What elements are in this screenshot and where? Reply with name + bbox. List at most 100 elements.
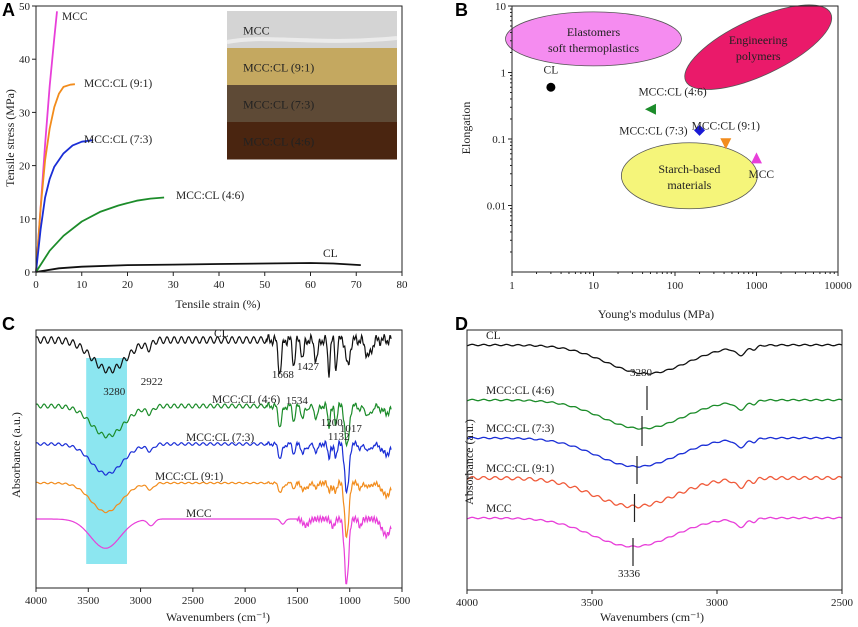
- region-label: Starch-based: [658, 162, 720, 176]
- panel-label-d: D: [455, 314, 468, 334]
- spectrum-0: [35, 332, 392, 378]
- x-tick-label: 20: [122, 279, 134, 291]
- x-axis-label: Young's modulus (MPa): [598, 307, 714, 321]
- curve-3: [35, 196, 165, 273]
- point-label: MCC:CL (9:1): [692, 121, 760, 133]
- x-tick-label: 3500: [581, 597, 604, 609]
- inset-label: MCC:CL (4:6): [243, 135, 314, 149]
- spectrum-0: [466, 343, 843, 375]
- y-tick-label: 0: [25, 267, 31, 279]
- x-tick-label: 30: [168, 279, 180, 291]
- x-tick-label: 4000: [456, 597, 479, 609]
- peak-label: 2922: [141, 376, 163, 388]
- series-label: MCC:CL (7:3): [186, 432, 254, 444]
- series-label: MCC: [62, 11, 88, 23]
- series-label: MCC:CL (4:6): [486, 385, 554, 397]
- inset-label: MCC:CL (9:1): [243, 61, 314, 75]
- series-label: CL: [214, 328, 229, 340]
- inset-band: [227, 85, 397, 123]
- peak-label: 3280: [103, 386, 126, 398]
- spectrum-3: [466, 475, 843, 509]
- x-axis-label: Tensile strain (%): [175, 297, 260, 311]
- marker-point: [720, 138, 732, 150]
- panel-label-c: C: [2, 314, 15, 334]
- x-tick-label: 1000: [339, 595, 362, 607]
- x-tick-label: 3000: [706, 597, 729, 609]
- peak-label: 1200: [321, 417, 344, 429]
- x-axis-label: Wavenumbers (cm⁻¹): [600, 610, 704, 624]
- y-tick-label: 20: [19, 161, 31, 173]
- x-tick-label: 2500: [831, 597, 854, 609]
- point-label: CL: [544, 64, 559, 76]
- curve-1: [35, 83, 75, 273]
- region-label: polymers: [736, 49, 781, 63]
- series-label: MCC: [186, 508, 212, 520]
- peak-label: 1534: [286, 395, 309, 407]
- spectrum-1: [35, 400, 392, 448]
- x-tick-label: 2000: [234, 595, 257, 607]
- region-ellipse-2: [620, 142, 758, 210]
- inset-label: MCC:CL (7:3): [243, 98, 314, 112]
- x-tick-label: 500: [394, 595, 411, 607]
- spectrum-1: [466, 398, 843, 430]
- y-tick-label: 0.1: [492, 134, 506, 146]
- region-label: soft thermoplastics: [548, 41, 639, 55]
- x-tick-label: 1: [509, 280, 515, 292]
- y-axis-label: Elongation: [459, 102, 473, 155]
- highlight-band: [86, 358, 127, 564]
- x-tick-label: 40: [214, 279, 226, 291]
- y-axis-label: Absorbance (a.u.): [462, 419, 476, 505]
- y-tick-label: 0.01: [487, 201, 506, 213]
- peak-label: 1017: [340, 423, 363, 435]
- x-tick-label: 60: [305, 279, 317, 291]
- spectrum-4: [466, 516, 843, 548]
- y-tick-label: 30: [19, 107, 31, 119]
- plot-frame: [466, 329, 843, 591]
- x-tick-label: 10: [588, 280, 600, 292]
- spectrum-2: [466, 436, 843, 468]
- inset-label: MCC: [243, 24, 270, 38]
- marker-point: [644, 103, 656, 115]
- spectrum-2: [35, 439, 392, 495]
- x-tick-label: 3500: [77, 595, 100, 607]
- region-label: Elastomers: [567, 25, 621, 39]
- region-ellipse-1: [684, 4, 833, 90]
- series-label: MCC:CL (9:1): [486, 463, 554, 475]
- y-tick-label: 10: [19, 214, 31, 226]
- peak-label: 1132: [328, 431, 350, 443]
- inset-band: [227, 122, 397, 160]
- inset-band: [227, 48, 397, 86]
- y-axis-label: Tensile stress (MPa): [3, 89, 17, 187]
- series-label: MCC:CL (7:3): [84, 134, 152, 146]
- x-axis-label: Wavenumbers (cm⁻¹): [166, 610, 270, 624]
- series-label: MCC:CL (7:3): [486, 423, 554, 435]
- x-tick-label: 2500: [182, 595, 205, 607]
- x-tick-label: 3000: [130, 595, 153, 607]
- point-label: MCC: [749, 169, 775, 181]
- spectrum-4: [36, 514, 392, 585]
- x-tick-label: 1500: [286, 595, 309, 607]
- inset-film-edge: [226, 36, 398, 44]
- panel-label-a: A: [2, 0, 15, 20]
- y-tick-label: 1: [501, 68, 507, 80]
- curve-4: [35, 262, 361, 273]
- series-label: CL: [486, 330, 501, 342]
- x-tick-label: 80: [397, 279, 409, 291]
- series-label: MCC:CL (9:1): [84, 78, 152, 90]
- x-tick-label: 4000: [25, 595, 48, 607]
- inset-photo: MCC MCC:CL (9:1) MCC:CL (7:3) MCC:CL (4:6): [226, 11, 398, 160]
- panel-a: A MCC MCC:CL (9:1) MCC:CL (7:3) MCC:CL (4:6…: [2, 0, 408, 311]
- series-label: CL: [323, 248, 338, 260]
- y-axis-label: Absorbance (a.u.): [9, 412, 23, 498]
- point-label: MCC:CL (4:6): [638, 86, 706, 98]
- panel-c: C 4000 3500 3000 2500 2000 1500 1000 500 CL MCC:…: [2, 314, 411, 624]
- series-label: MCC:CL (4:6): [212, 394, 280, 406]
- peak-label: 1668: [272, 369, 295, 381]
- x-tick-label: 1000: [746, 280, 769, 292]
- minimum-label: 3280: [630, 367, 653, 379]
- minimum-label: 3336: [618, 568, 641, 580]
- y-tick-label: 40: [19, 54, 31, 66]
- region-label: Engineering: [729, 33, 788, 47]
- x-tick-label: 50: [259, 279, 271, 291]
